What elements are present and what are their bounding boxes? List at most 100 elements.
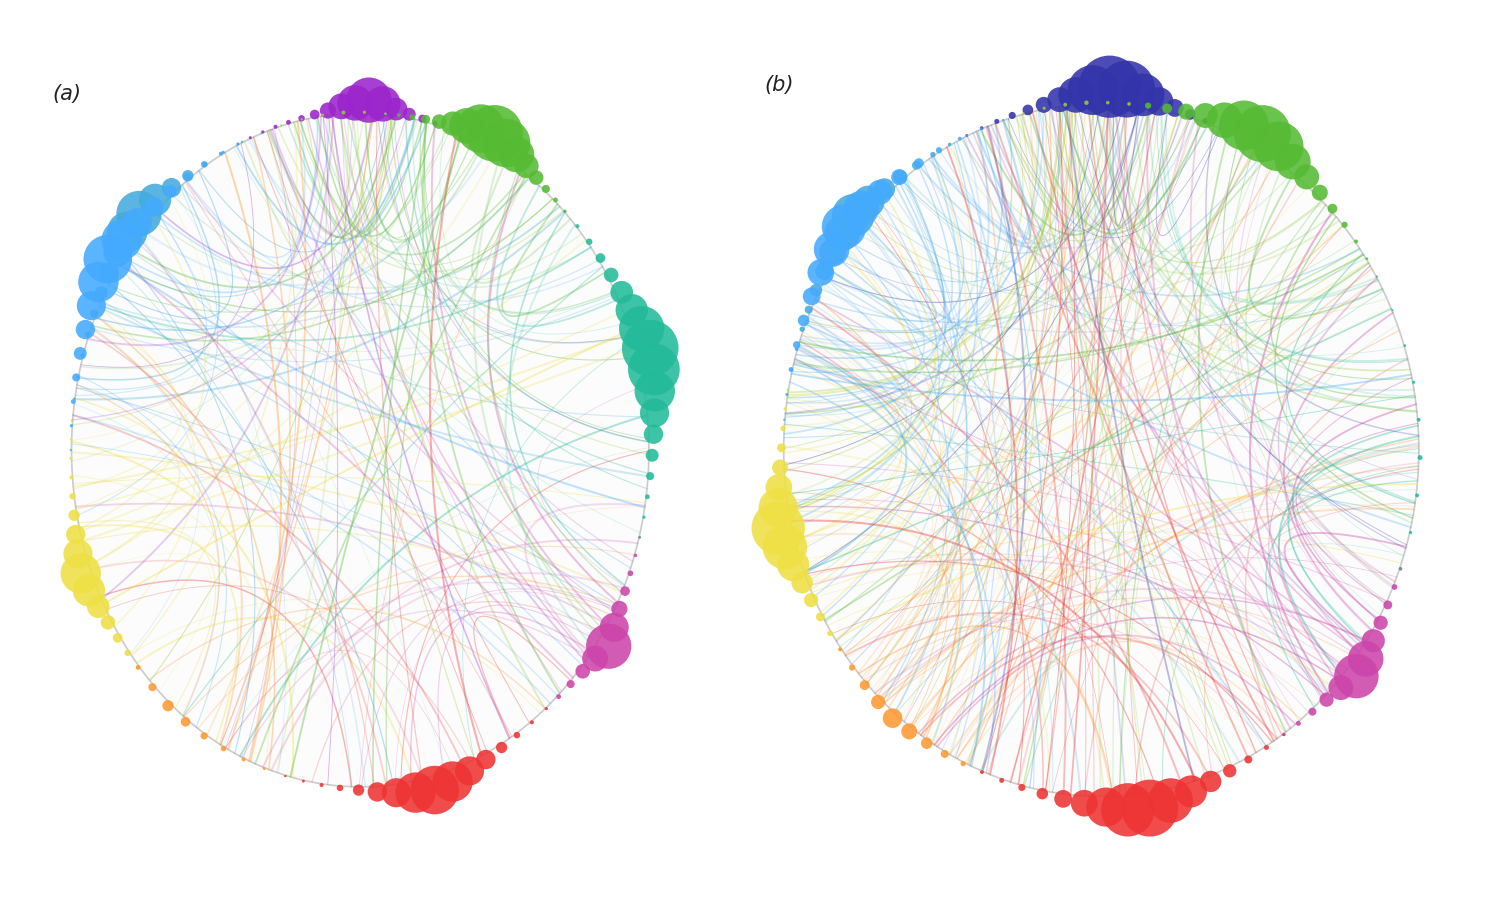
Circle shape xyxy=(980,770,984,774)
Circle shape xyxy=(645,494,650,500)
Circle shape xyxy=(642,516,645,518)
Circle shape xyxy=(1008,112,1016,119)
Circle shape xyxy=(794,341,801,348)
Circle shape xyxy=(620,586,630,596)
Circle shape xyxy=(816,612,825,621)
Circle shape xyxy=(530,170,543,184)
Circle shape xyxy=(148,683,156,691)
Circle shape xyxy=(432,761,472,802)
Circle shape xyxy=(1245,755,1252,763)
Circle shape xyxy=(786,393,789,396)
Circle shape xyxy=(600,613,628,642)
Circle shape xyxy=(320,103,336,119)
Circle shape xyxy=(1416,418,1420,422)
Circle shape xyxy=(1203,118,1209,124)
Circle shape xyxy=(364,86,400,122)
Circle shape xyxy=(422,115,430,123)
Circle shape xyxy=(140,184,171,216)
Circle shape xyxy=(382,778,411,807)
Circle shape xyxy=(386,98,408,121)
Circle shape xyxy=(102,220,142,260)
Circle shape xyxy=(237,142,240,146)
Circle shape xyxy=(1166,99,1184,117)
Circle shape xyxy=(556,694,561,699)
Circle shape xyxy=(410,114,416,120)
Circle shape xyxy=(201,161,207,167)
Circle shape xyxy=(1320,693,1334,706)
Circle shape xyxy=(1294,165,1318,189)
Circle shape xyxy=(1282,733,1286,736)
Circle shape xyxy=(1019,784,1026,791)
Circle shape xyxy=(1122,74,1164,116)
Circle shape xyxy=(94,286,108,299)
Circle shape xyxy=(363,111,366,114)
Circle shape xyxy=(1275,144,1311,179)
Circle shape xyxy=(1178,104,1194,120)
Circle shape xyxy=(320,783,324,787)
Circle shape xyxy=(1354,239,1358,243)
Circle shape xyxy=(1341,221,1347,228)
Circle shape xyxy=(792,572,813,593)
Circle shape xyxy=(586,238,592,245)
Circle shape xyxy=(807,259,834,286)
Circle shape xyxy=(136,665,141,670)
Circle shape xyxy=(1414,493,1419,498)
Circle shape xyxy=(762,525,807,570)
Circle shape xyxy=(825,215,860,251)
Circle shape xyxy=(441,112,465,136)
Circle shape xyxy=(411,766,459,814)
Circle shape xyxy=(496,742,507,753)
Circle shape xyxy=(994,119,999,124)
Circle shape xyxy=(202,162,207,166)
Circle shape xyxy=(849,664,855,670)
Circle shape xyxy=(810,284,822,296)
Circle shape xyxy=(466,105,524,162)
Circle shape xyxy=(84,235,132,284)
Circle shape xyxy=(69,475,74,480)
Circle shape xyxy=(852,185,885,218)
Circle shape xyxy=(1374,616,1388,630)
Circle shape xyxy=(280,124,282,126)
Circle shape xyxy=(1023,104,1034,115)
Circle shape xyxy=(273,125,278,129)
Circle shape xyxy=(70,399,75,404)
Circle shape xyxy=(1122,779,1178,836)
Circle shape xyxy=(164,184,177,198)
Circle shape xyxy=(261,130,264,133)
Circle shape xyxy=(1084,101,1089,105)
Circle shape xyxy=(912,161,921,170)
Circle shape xyxy=(1264,745,1269,750)
Circle shape xyxy=(1185,109,1196,120)
Circle shape xyxy=(980,127,982,130)
Circle shape xyxy=(921,737,933,749)
Circle shape xyxy=(63,539,93,569)
Circle shape xyxy=(180,717,190,726)
Circle shape xyxy=(1064,103,1066,107)
Circle shape xyxy=(352,785,364,796)
Circle shape xyxy=(1376,275,1377,277)
Circle shape xyxy=(1222,764,1236,778)
Circle shape xyxy=(69,457,72,460)
Circle shape xyxy=(980,126,984,130)
Circle shape xyxy=(790,368,794,371)
Circle shape xyxy=(780,426,786,431)
Circle shape xyxy=(384,112,387,115)
Circle shape xyxy=(1200,770,1221,792)
Circle shape xyxy=(884,708,903,728)
Circle shape xyxy=(123,208,152,238)
Circle shape xyxy=(104,238,132,266)
Circle shape xyxy=(999,778,1004,783)
Circle shape xyxy=(1308,707,1317,716)
Circle shape xyxy=(892,170,908,184)
Circle shape xyxy=(567,680,574,688)
Circle shape xyxy=(219,151,224,156)
Circle shape xyxy=(530,720,534,724)
Circle shape xyxy=(70,449,72,451)
Circle shape xyxy=(368,782,387,802)
Circle shape xyxy=(564,210,567,212)
Circle shape xyxy=(498,137,534,172)
Circle shape xyxy=(328,94,354,120)
Circle shape xyxy=(765,474,792,500)
Circle shape xyxy=(839,647,843,652)
Circle shape xyxy=(60,554,100,593)
